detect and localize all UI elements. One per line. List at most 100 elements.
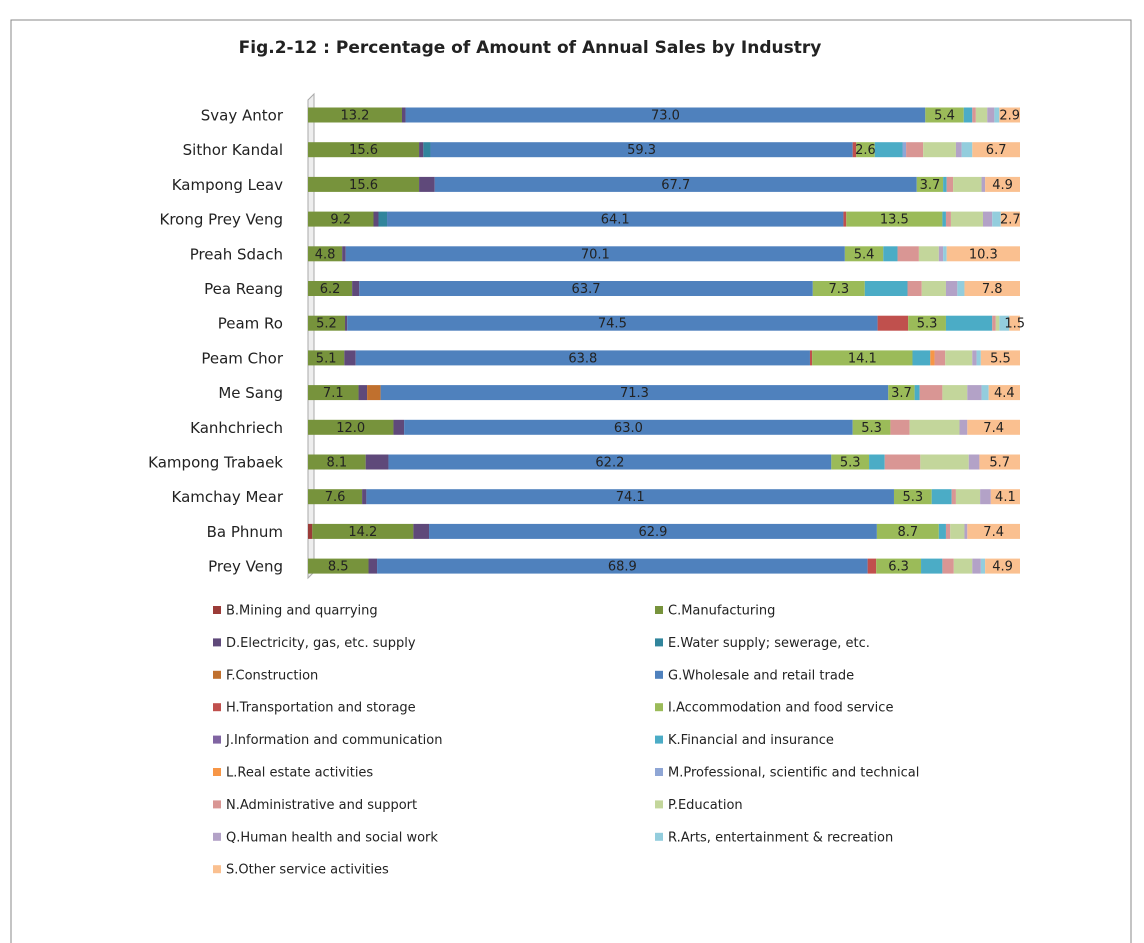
bar-segment — [883, 246, 898, 262]
data-label: 7.4 — [983, 525, 1004, 540]
bar-segment — [943, 246, 947, 262]
bar-segment — [921, 558, 943, 574]
bar-segment — [902, 142, 907, 158]
bar-segment — [975, 107, 988, 123]
legend-label: M.Professional, scientific and technical — [668, 766, 919, 781]
bar-segment — [964, 281, 1020, 296]
bar-segment — [856, 142, 875, 158]
legend-swatch — [655, 638, 663, 647]
bar-segment — [419, 176, 435, 192]
data-label: 5.4 — [854, 247, 875, 262]
bar-segment — [979, 454, 1020, 470]
bar-segment — [906, 142, 924, 158]
bar-segment — [367, 385, 381, 401]
legend-label: B.Mining and quarrying — [226, 604, 378, 619]
data-label: 8.1 — [326, 456, 347, 471]
legend-swatch — [655, 832, 663, 841]
bar-segment — [945, 523, 951, 539]
data-label: 59.3 — [627, 143, 656, 158]
bar-segment — [914, 385, 920, 401]
data-label: 1.5 — [1004, 317, 1025, 332]
bar-segment — [951, 489, 956, 505]
bar-segment — [312, 523, 414, 539]
data-label: 10.3 — [969, 247, 998, 262]
data-label: 5.4 — [934, 109, 955, 124]
data-label: 7.3 — [828, 282, 849, 297]
data-label: 15.6 — [349, 143, 378, 158]
bar-segment — [378, 211, 388, 227]
bar-segment — [308, 385, 359, 401]
data-label: 8.5 — [328, 560, 349, 575]
bar-segment — [955, 489, 981, 505]
bar-segment — [972, 142, 1020, 158]
legend-label: C.Manufacturing — [668, 604, 775, 619]
bar-segment — [308, 246, 343, 262]
bar-segment — [874, 142, 903, 158]
bar-segment — [1009, 315, 1020, 331]
bar-segment — [413, 523, 430, 539]
bar-segment — [429, 523, 877, 539]
bar-segment — [955, 142, 962, 158]
y-tick-label: Sithor Kandal — [183, 141, 283, 159]
bar-segment — [912, 350, 931, 366]
bar-segment — [877, 315, 909, 331]
data-label: 71.3 — [620, 386, 649, 401]
bar-segment — [342, 246, 346, 262]
legend-swatch — [655, 768, 663, 776]
bar-segment — [999, 107, 1020, 123]
data-label: 6.7 — [986, 143, 1007, 158]
y-tick-label: Ba Phnum — [207, 523, 283, 541]
bar-segment — [404, 419, 853, 435]
bar-segment — [988, 385, 1020, 401]
bar-segment — [366, 489, 894, 505]
bar-segment — [972, 558, 981, 574]
data-label: 74.1 — [616, 490, 645, 505]
bar-segment — [843, 211, 847, 227]
bar-segment — [347, 315, 878, 331]
data-label: 14.2 — [348, 525, 377, 540]
data-label: 15.6 — [349, 178, 378, 193]
legend-swatch — [655, 800, 663, 809]
data-label: 4.4 — [994, 386, 1015, 401]
bar-segment — [345, 246, 845, 262]
data-label: 5.3 — [917, 317, 938, 332]
bar-segment — [846, 211, 943, 227]
bar-segment — [994, 107, 1000, 123]
bar-segment — [945, 350, 973, 366]
bar-segment — [995, 315, 1000, 331]
bar-segment — [992, 211, 1001, 227]
bar-segment — [308, 523, 313, 539]
data-label: 5.3 — [861, 421, 882, 436]
bar-segment — [967, 419, 1020, 435]
bar-segment — [893, 489, 932, 505]
legend-label: D.Electricity, gas, etc. supply — [226, 636, 416, 651]
bar-segment — [308, 489, 363, 505]
legend-swatch — [213, 670, 221, 679]
bar-segment — [950, 211, 983, 227]
bar-segment — [365, 454, 389, 470]
bar-segment — [918, 246, 939, 262]
bar-segment — [867, 558, 877, 574]
legend-label: E.Water supply; sewerage, etc. — [668, 636, 870, 651]
bar-segment — [945, 281, 958, 296]
bar-segment — [934, 350, 946, 366]
bar-segment — [308, 211, 374, 227]
data-label: 4.9 — [992, 178, 1013, 193]
bar-segment — [308, 142, 420, 158]
data-label: 3.7 — [920, 178, 941, 193]
bar-segment — [923, 142, 956, 158]
bar-segment — [920, 454, 969, 470]
bar-segment — [980, 558, 986, 574]
legend-label: H.Transportation and storage — [226, 701, 416, 716]
bar-segment — [852, 142, 857, 158]
bar-segment — [387, 211, 844, 227]
bar-segment — [869, 454, 885, 470]
y-tick-label: Preah Sdach — [190, 245, 283, 263]
bar-segment — [359, 281, 813, 296]
bar-segment — [916, 176, 944, 192]
bar-segment — [961, 142, 973, 158]
data-label: 5.7 — [989, 456, 1010, 471]
legend-swatch — [213, 638, 221, 647]
legend-swatch — [213, 735, 221, 744]
bar-segment — [308, 419, 394, 435]
